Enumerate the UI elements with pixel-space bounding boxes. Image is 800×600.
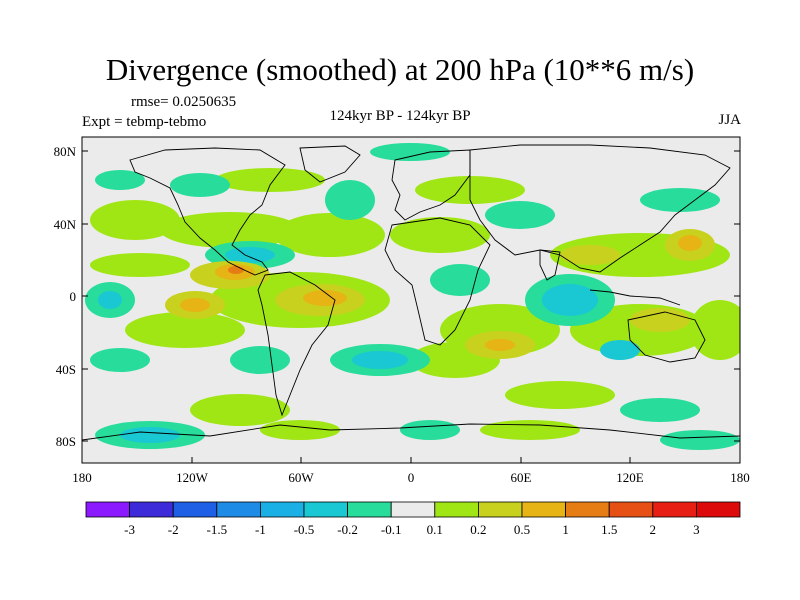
lon-tick-label: 120E [616, 470, 644, 485]
colorbar-label: -0.1 [381, 522, 402, 537]
season-label: JJA [718, 112, 741, 128]
colorbar-label: 1 [562, 522, 569, 537]
lat-tick-label: 0 [70, 289, 77, 304]
colorbar-swatch [521, 501, 566, 518]
colorbar: -3 -2 -1.5 -1 -0.5 -0.2 -0.1 0.1 0.2 0.5 1 1.5 2 3 [85, 501, 741, 537]
colorbar-swatch [696, 501, 741, 518]
lat-tick-label: 80S [56, 434, 76, 449]
colorbar-label: -1 [255, 522, 266, 537]
lat-tick-label: 40N [54, 217, 77, 232]
colorbar-label: 2 [650, 522, 657, 537]
colorbar-swatch [477, 501, 523, 518]
colorbar-swatch [172, 501, 218, 518]
colorbar-label: -2 [168, 522, 179, 537]
colorbar-swatch [259, 501, 305, 518]
lat-tick-label: 80N [54, 144, 77, 159]
divergence-field [85, 143, 740, 450]
colorbar-label: 0.2 [470, 522, 486, 537]
colorbar-label: 0.1 [427, 522, 443, 537]
colorbar-label: 1.5 [601, 522, 617, 537]
colorbar-swatch [303, 501, 348, 518]
lon-tick-labels: 180 120W 60W 0 60E 120E 180 [72, 470, 750, 485]
colorbar-label: 0.5 [514, 522, 530, 537]
lat-tick-label: 40S [56, 362, 76, 377]
lon-tick-marks [81, 457, 741, 463]
colorbar-label: -3 [124, 522, 135, 537]
colorbar-swatch [608, 501, 654, 518]
colorbar-label: -0.2 [337, 522, 358, 537]
rmse-label: rmse= 0.0250635 [131, 94, 237, 110]
coastlines [82, 144, 740, 441]
lon-tick-label: 180 [730, 470, 750, 485]
lat-tick-marks [82, 150, 740, 442]
colorbar-label: -0.5 [294, 522, 315, 537]
lon-tick-label: 0 [408, 470, 415, 485]
colorbar-swatch [85, 501, 130, 518]
experiment-label: Expt = tebmp-tebmo [82, 114, 207, 130]
colorbar-swatch [129, 501, 174, 518]
colorbar-label: 3 [693, 522, 700, 537]
lon-tick-label: 60W [288, 470, 314, 485]
lon-tick-label: 180 [72, 470, 92, 485]
colorbar-swatch [652, 501, 697, 518]
lat-tick-labels: 80N 40N 0 40S 80S [54, 144, 77, 449]
colorbar-swatch [347, 501, 392, 518]
colorbar-swatch [434, 501, 479, 518]
lon-tick-label: 60E [511, 470, 532, 485]
colorbar-label: -1.5 [207, 522, 228, 537]
colorbar-swatch [565, 501, 610, 518]
colorbar-swatch [390, 501, 436, 518]
lon-tick-label: 120W [176, 470, 209, 485]
colorbar-swatch [216, 501, 261, 518]
period-label: 124kyr BP - 124kyr BP [329, 108, 471, 124]
plot-title: Divergence (smoothed) at 200 hPa (10**6 … [105, 52, 695, 87]
